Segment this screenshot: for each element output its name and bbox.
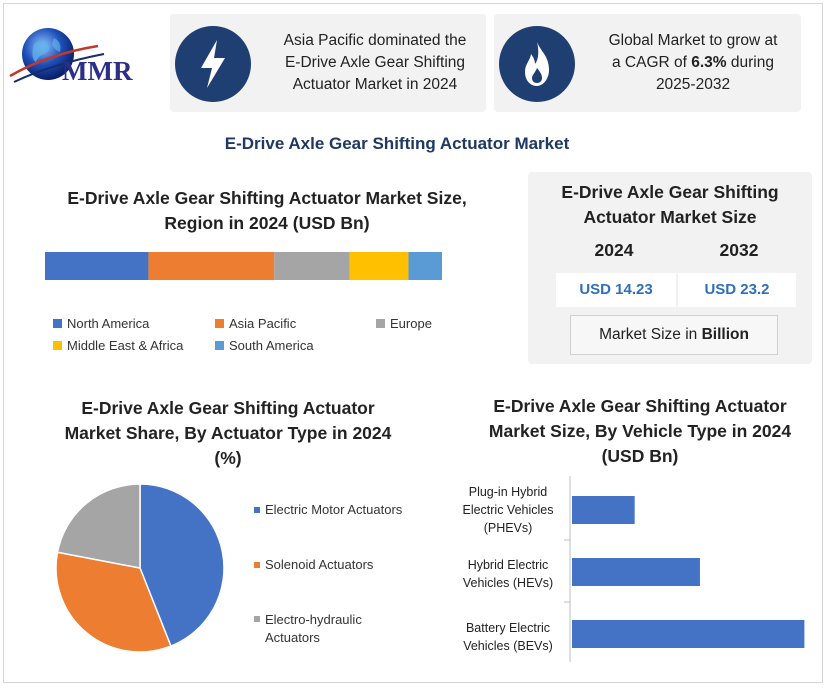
legend-electro-hydraulic: Electro-hydraulic Actuators [254,611,362,647]
region-segment-middle-east-africa [349,252,409,280]
region-stacked-bar [45,252,442,280]
market-size-title: E-Drive Axle Gear Shifting Actuator Mark… [561,182,779,227]
pie-slice-electro-hydraulic-actuators [56,483,141,569]
region-segment-europe [274,252,350,280]
legend-north-america: North America [53,316,149,331]
category-hev: Hybrid Electric Vehicles (HEVs) [462,558,554,590]
highlight-text-cagr: Global Market to grow at a CAGR of 6.3% … [588,30,798,96]
vehicle-chart-title: E-Drive Axle Gear Shifting Actuator Mark… [488,396,792,466]
market-size-panel: E-Drive Axle Gear Shifting Actuator Mark… [528,172,812,364]
legend-asia-pacific: Asia Pacific [215,316,296,331]
pie-slice-electric-motor-actuators [139,483,225,648]
logo-text: MMR [62,56,133,86]
region-segment-asia-pacific [148,252,275,280]
value-2032: USD 23.2 [678,273,796,307]
pie-slice-solenoid-actuators [55,551,172,653]
flame-icon [499,26,575,102]
actuator-pie-chart [55,483,225,653]
legend-electric-motor: Electric Motor Actuators [254,502,402,517]
vehicle-bar-1 [572,558,700,586]
region-segment-south-america [408,252,442,280]
highlight-line: Actuator Market in 2024 [292,76,458,93]
highlight-card-region: Asia Pacific dominated the E-Drive Axle … [170,14,486,112]
highlight-line: Asia Pacific dominated the [283,32,467,49]
region-chart-title: E-Drive Axle Gear Shifting Actuator Mark… [67,188,467,233]
legend-south-america: South America [215,338,314,353]
vehicle-bar-2 [572,620,805,648]
highlight-line: a CAGR of 6.3% during [612,54,774,71]
value-2024: USD 14.23 [556,273,676,307]
legend-middle-east-africa: Middle East & Africa [53,338,183,353]
highlight-text-region: Asia Pacific dominated the E-Drive Axle … [266,30,484,96]
vehicle-bar-0 [572,496,635,524]
highlight-line: E-Drive Axle Gear Shifting [284,54,466,71]
main-title: E-Drive Axle Gear Shifting Actuator Mark… [224,134,570,153]
highlight-card-cagr: Global Market to grow at a CAGR of 6.3% … [494,14,801,112]
category-bev: Battery Electric Vehicles (BEVs) [463,621,553,653]
lightning-bolt-icon [175,26,251,102]
year-2032-label: 2032 [719,240,759,260]
legend-europe: Europe [376,316,432,331]
region-segment-north-america [45,252,149,280]
market-size-unit-note: Market Size in Billion [570,315,778,355]
year-2024-label: 2024 [594,240,634,260]
actuator-chart-title: E-Drive Axle Gear Shifting Actuator Mark… [64,398,392,468]
mmr-globe-logo [8,24,158,94]
vehicle-bar-chart [564,476,805,662]
infographic-frame [3,3,823,683]
category-phev: Plug-in Hybrid Electric Vehicles (PHEVs) [462,485,554,535]
legend-solenoid: Solenoid Actuators [254,557,373,572]
highlight-line: Global Market to grow at [608,32,778,49]
highlight-line: 2025-2032 [655,76,731,93]
